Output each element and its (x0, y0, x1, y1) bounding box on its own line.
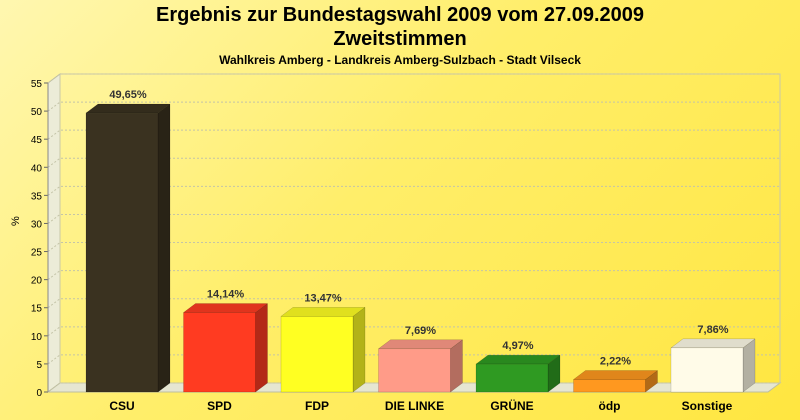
y-tick-label: 20 (31, 276, 43, 287)
x-tick-label: DIE LINKE (385, 399, 444, 413)
bar (183, 312, 256, 393)
bar-side (352, 306, 366, 393)
y-tick-label: 0 (36, 388, 42, 399)
bar-side (255, 303, 268, 393)
x-tick-label: ödp (599, 399, 621, 413)
bar (670, 347, 744, 393)
y-tick-label: 30 (31, 219, 43, 230)
bar-spd (182, 303, 269, 393)
y-tick-label: 5 (36, 360, 42, 371)
bar-value-label: 13,47% (304, 292, 342, 304)
bar-value-label: 49,65% (109, 89, 147, 101)
gridline (47, 298, 780, 309)
gridline (47, 382, 780, 393)
y-tick-label: 50 (31, 107, 43, 118)
bar-value-label: 2,22% (600, 356, 631, 368)
bar-top (377, 339, 464, 350)
bar-value-label: 7,69% (405, 325, 436, 337)
gridline (47, 129, 780, 140)
labels-layer: 0 5 10 15 20 25 30 35 40 45 50 55 49,65% CSU 14,14% SPD… (31, 79, 733, 413)
gridline (47, 354, 780, 365)
gridline (47, 101, 780, 112)
bar-top (475, 354, 561, 365)
bar-value-label: 4,97% (502, 340, 533, 352)
bar-value-label: 14,14% (207, 289, 245, 301)
bar-top (280, 307, 366, 317)
y-tick-label: 10 (31, 332, 43, 343)
bar-csu (85, 103, 171, 393)
gridline (47, 73, 780, 84)
bar (573, 379, 646, 393)
chart-subtitle: Wahlkreis Amberg - Landkreis Amberg-Sulz… (219, 53, 581, 67)
chart-title: Ergebnis zur Bundestagswahl 2009 vom 27.… (156, 4, 644, 26)
gridline (47, 242, 780, 252)
bar-side (157, 103, 171, 393)
chart-title-line2: Zweitstimmen (333, 28, 467, 50)
bar-ödp (572, 370, 659, 393)
bar-top (182, 303, 269, 313)
y-tick-label: 15 (31, 304, 43, 315)
bars-layer (85, 103, 756, 393)
bar-fdp (280, 306, 366, 393)
bar-top (670, 338, 756, 349)
y-tick-label: 40 (31, 163, 43, 174)
bar-side (742, 338, 756, 393)
x-tick-label: FDP (305, 399, 329, 413)
x-tick-label: GRÜNE (490, 398, 533, 413)
bar (85, 112, 159, 393)
bar-die-linke (377, 339, 464, 393)
gridline (47, 270, 780, 281)
x-tick-label: CSU (109, 399, 134, 413)
bar (378, 348, 451, 393)
bar-top (572, 370, 659, 380)
y-tick-label: 35 (31, 191, 43, 202)
gridline (47, 326, 780, 337)
gridline (47, 157, 780, 168)
bar-grüne (475, 354, 561, 393)
plot-side-wall (47, 73, 61, 393)
x-tick-label: Sonstige (682, 399, 733, 413)
bar (475, 363, 549, 393)
gridline (47, 213, 780, 224)
bar-value-label: 7,86% (697, 324, 728, 336)
bar-sonstige (670, 338, 756, 393)
y-tick-label: 25 (31, 248, 43, 259)
gridline (47, 185, 780, 196)
x-tick-label: SPD (207, 399, 232, 413)
y-tick-label: 45 (31, 135, 43, 146)
y-tick-label: 55 (31, 79, 43, 90)
bar (280, 316, 354, 393)
bar-top (85, 103, 171, 114)
